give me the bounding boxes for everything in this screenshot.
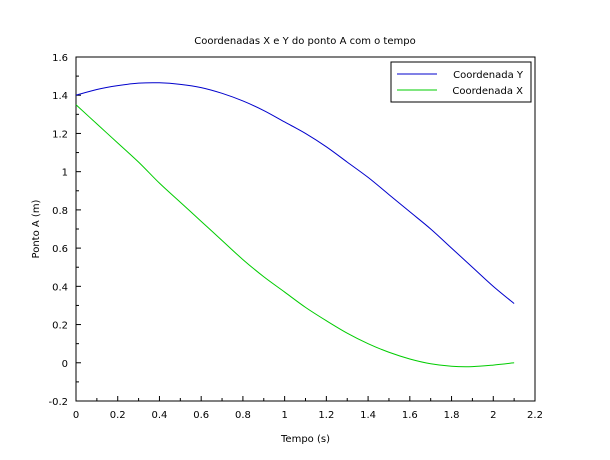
- x-tick-label: 1.2: [318, 410, 334, 421]
- x-axis: 0 0.2 0.4 0.6 0.8 1 1.2 1.4 1.6 1.8 2 2.2: [73, 396, 543, 421]
- y-tick-label: 0: [62, 359, 68, 370]
- x-tick-label: 0.4: [152, 410, 168, 421]
- y-tick-label: 1.6: [52, 53, 68, 64]
- plot-area: [75, 56, 536, 402]
- x-tick-label: 1: [281, 410, 287, 421]
- chart-title: Coordenadas X e Y do ponto A com o tempo: [194, 36, 415, 47]
- legend: Coordenada Y Coordenada X: [390, 61, 532, 103]
- y-tick-label: -0.2: [48, 397, 68, 408]
- y-axis-label: Ponto A (m): [31, 199, 42, 258]
- x-tick-label: 0.6: [193, 410, 209, 421]
- y-axis: -0.2 0 0.2 0.4 0.6 0.8 1 1.2 1.4 1.6: [48, 53, 81, 408]
- x-tick-label: 1.6: [402, 410, 418, 421]
- legend-label-1: Coordenada X: [452, 86, 523, 97]
- series-line-1: [75, 104, 515, 368]
- x-tick-label: 0.8: [235, 410, 251, 421]
- y-tick-label: 0.8: [52, 206, 68, 217]
- series-layer: [75, 82, 515, 368]
- x-tick-label: 0.2: [110, 410, 126, 421]
- y-tick-label: 0.2: [52, 321, 68, 332]
- x-tick-label: 1.8: [444, 410, 460, 421]
- legend-label-0: Coordenada Y: [453, 70, 524, 81]
- y-tick-label: 1.4: [52, 91, 68, 102]
- y-tick-label: 1: [62, 168, 68, 179]
- series-line-0: [75, 82, 515, 304]
- y-tick-label: 0.4: [52, 282, 68, 293]
- x-tick-label: 2: [490, 410, 496, 421]
- x-tick-label: 2.2: [527, 410, 543, 421]
- y-tick-label: 0.6: [52, 244, 68, 255]
- legend-box: [390, 61, 532, 103]
- x-tick-label: 0: [73, 410, 79, 421]
- x-axis-label: Tempo (s): [280, 434, 330, 445]
- x-tick-label: 1.4: [360, 410, 376, 421]
- y-tick-label: 1.2: [52, 129, 68, 140]
